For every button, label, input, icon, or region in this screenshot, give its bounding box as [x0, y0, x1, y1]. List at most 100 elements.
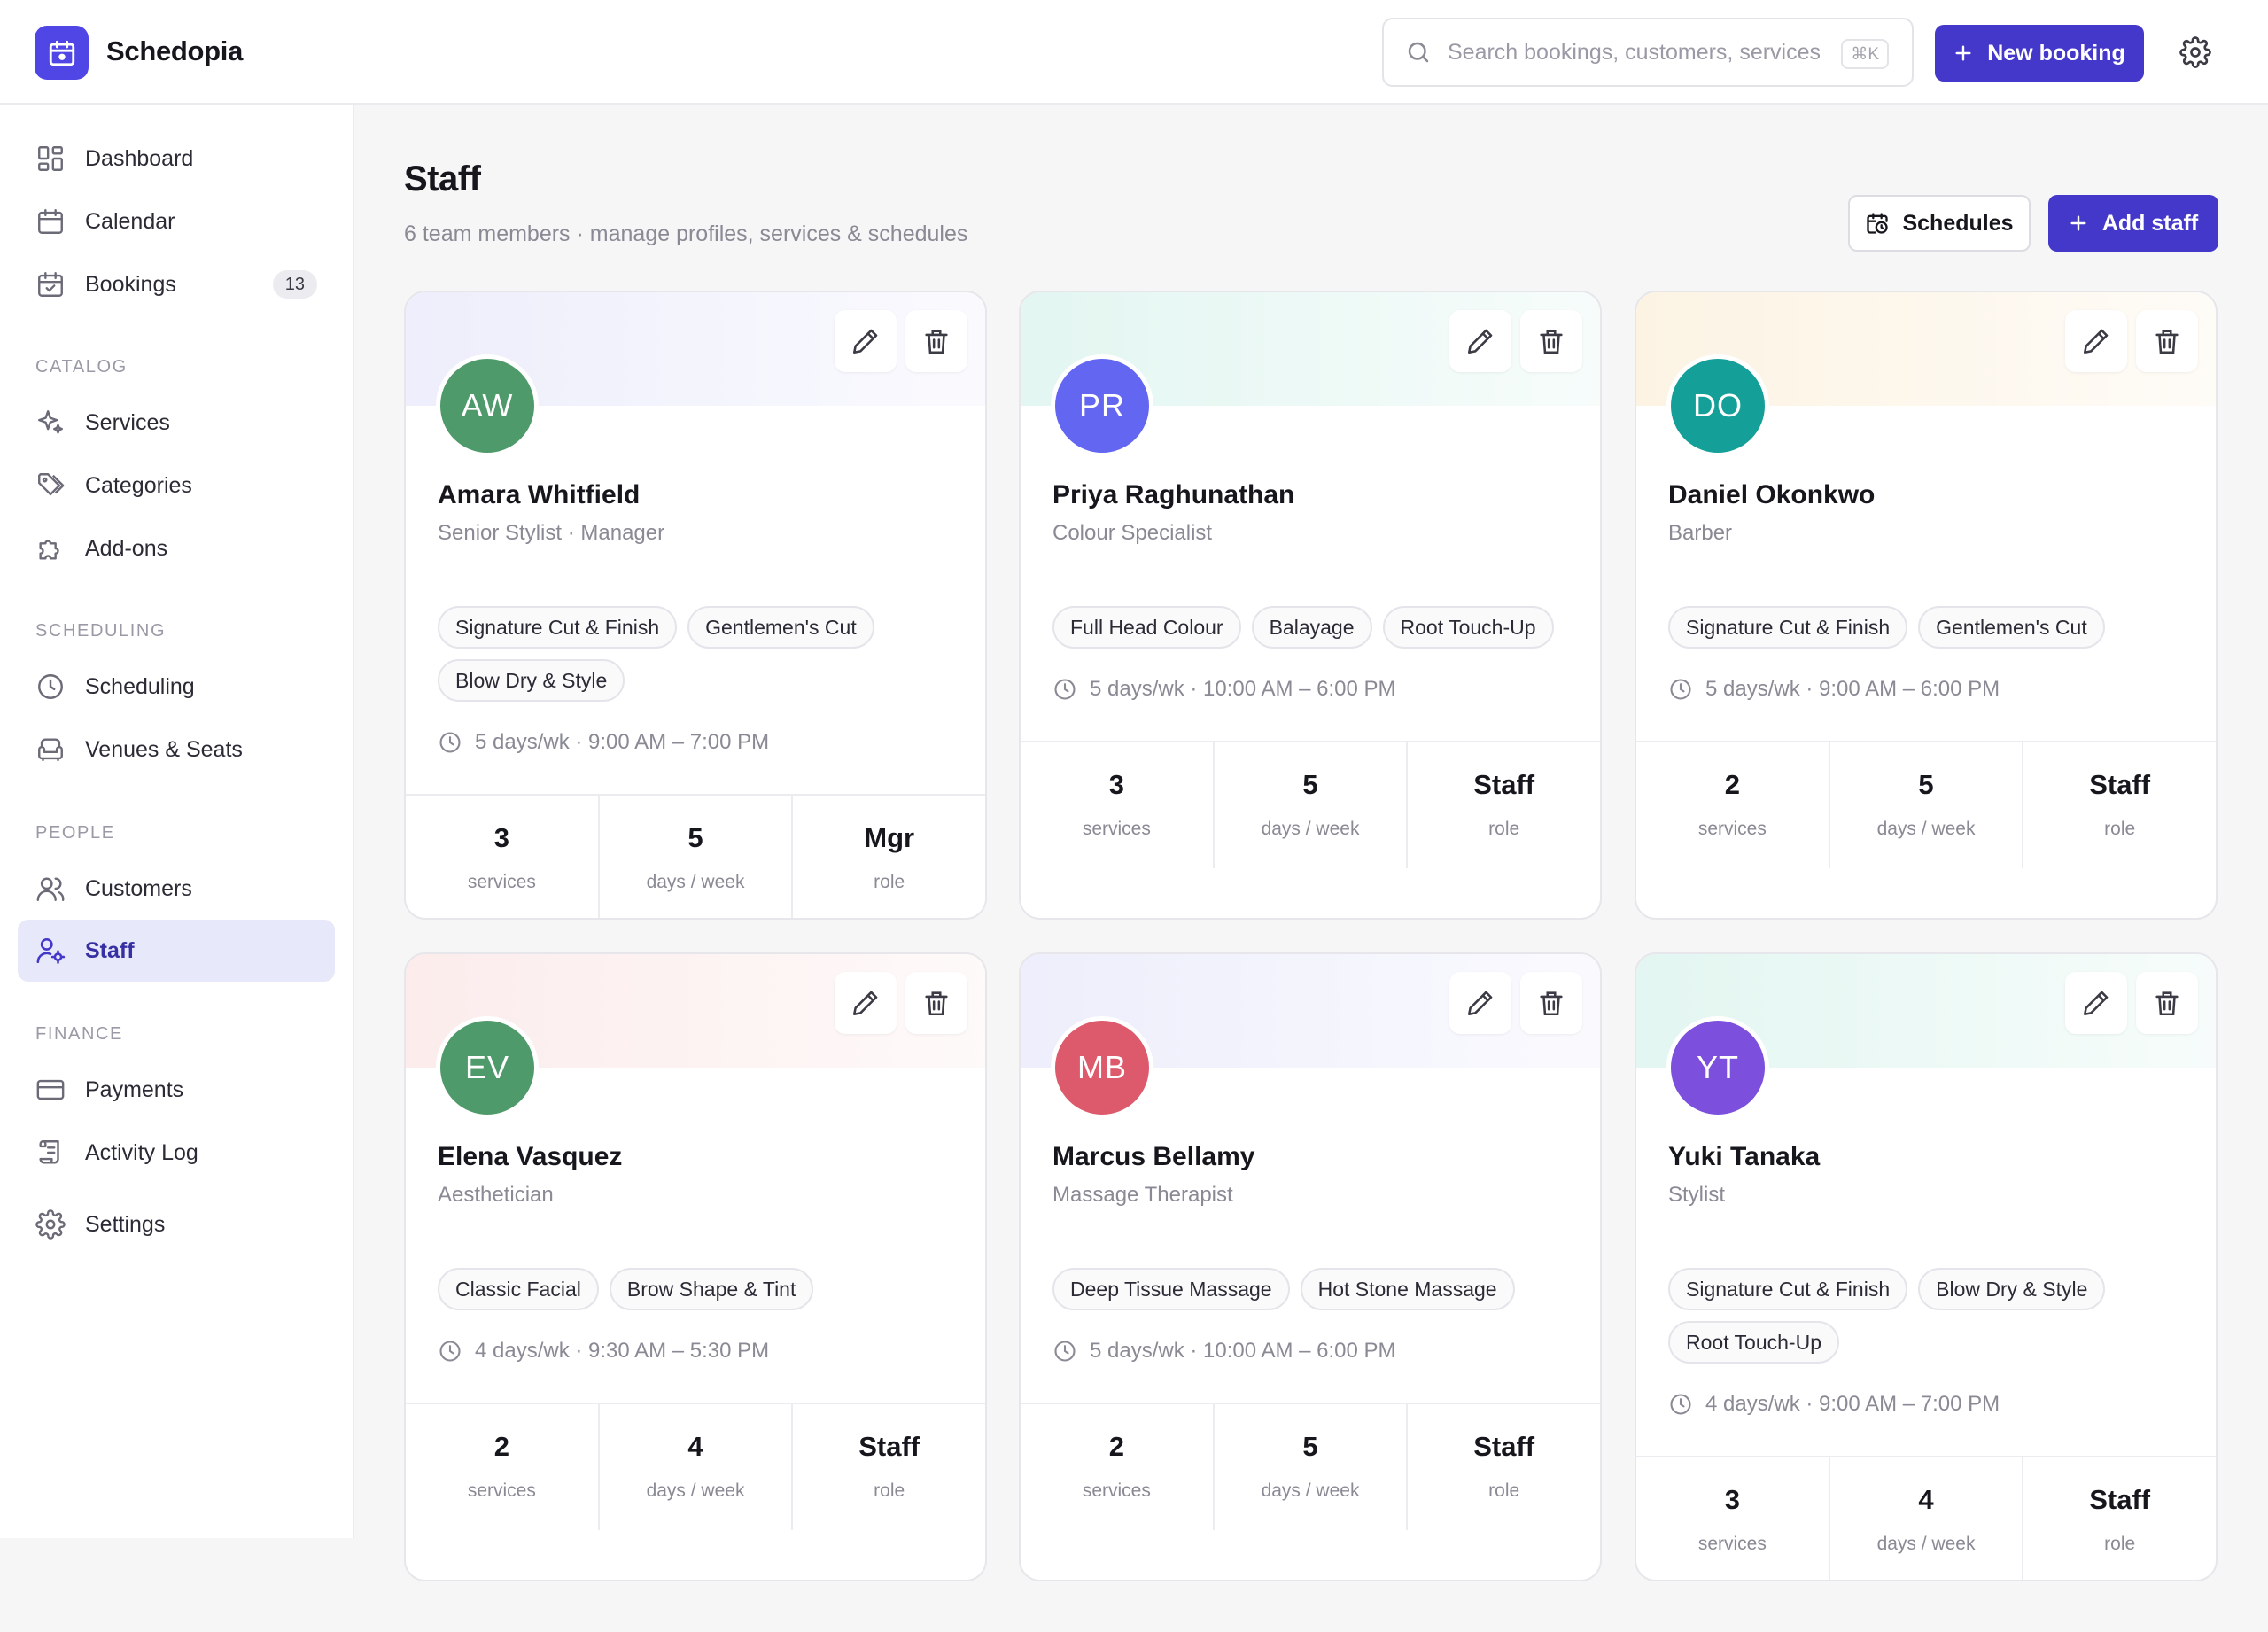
avatar: AW	[436, 354, 539, 457]
stat-label: days / week	[646, 1480, 745, 1501]
staff-card-daniel-okonkwo: DO Daniel Okonkwo Barber Signature Cut &…	[1635, 291, 2218, 920]
stat-days: 4 days / week	[1830, 1457, 2024, 1580]
stat-services: 2 services	[1021, 1404, 1215, 1530]
clock-icon	[438, 1339, 462, 1364]
sidebar-item-bookings[interactable]: Bookings 13	[18, 253, 335, 315]
sidebar-item-venues-seats[interactable]: Venues & Seats	[18, 719, 335, 781]
sidebar-item-activity-log[interactable]: Activity Log	[18, 1122, 335, 1184]
staff-stats: 2 services 5 days / week Staff role	[1636, 741, 2216, 868]
edit-button[interactable]	[1449, 972, 1511, 1034]
sidebar-item-label: Scheduling	[85, 673, 195, 699]
sidebar-item-payments[interactable]: Payments	[18, 1059, 335, 1121]
stat-value: 2	[493, 1431, 509, 1462]
staff-name: Elena Vasquez	[438, 1142, 623, 1171]
service-tag: Signature Cut & Finish	[1668, 606, 1908, 649]
avatar: MB	[1051, 1016, 1153, 1119]
stat-label: role	[2104, 819, 2136, 839]
sidebar-item-label: Activity Log	[85, 1139, 198, 1165]
staff-stats: 3 services 5 days / week Staff role	[1021, 741, 1600, 868]
staff-card-elena-vasquez: EV Elena Vasquez Aesthetician Classic Fa…	[404, 952, 987, 1581]
settings-gear-icon[interactable]	[2179, 36, 2211, 68]
clock-icon	[1052, 1339, 1077, 1364]
trash-icon	[1536, 326, 1566, 356]
staff-name: Daniel Okonkwo	[1668, 480, 1876, 509]
stat-label: services	[467, 1480, 536, 1501]
sidebar-item-calendar[interactable]: Calendar	[18, 190, 335, 253]
delete-button[interactable]	[1520, 310, 1582, 372]
sidebar-item-add-ons[interactable]: Add-ons	[18, 517, 335, 579]
staff-stats: 2 services 5 days / week Staff role	[1021, 1403, 1600, 1530]
stat-role: Staff role	[793, 1404, 985, 1530]
new-booking-button[interactable]: New booking	[1935, 25, 2144, 82]
pencil-icon	[850, 988, 881, 1018]
hours-text: 4 days/wk · 9:30 AM – 5:30 PM	[475, 1339, 770, 1363]
stat-label: services	[467, 872, 536, 892]
search-input[interactable]: Search bookings, customers, services ⌘K	[1382, 18, 1914, 87]
add-staff-button[interactable]: Add staff	[2048, 195, 2218, 252]
pencil-icon	[2081, 326, 2111, 356]
service-tags: Full Head Colour Balayage Root Touch-Up	[1052, 606, 1584, 649]
stat-value: Staff	[1473, 769, 1535, 800]
stat-label: days / week	[1261, 819, 1360, 839]
staff-name: Yuki Tanaka	[1668, 1142, 1821, 1171]
sidebar-item-staff[interactable]: Staff	[18, 920, 335, 982]
sidebar-item-dashboard[interactable]: Dashboard	[18, 128, 335, 190]
app-logo-icon[interactable]	[35, 26, 89, 80]
service-tag: Hot Stone Massage	[1300, 1268, 1515, 1310]
edit-button[interactable]	[835, 972, 897, 1034]
edit-button[interactable]	[2065, 310, 2127, 372]
plus-icon	[1953, 43, 1973, 63]
staff-card-amara-whitfield: AW Amara Whitfield Senior Stylist · Mana…	[404, 291, 987, 920]
stat-value: Staff	[2089, 769, 2151, 800]
pencil-icon	[850, 326, 881, 356]
sidebar-item-customers[interactable]: Customers	[18, 858, 335, 920]
delete-button[interactable]	[2136, 972, 2198, 1034]
sidebar-item-label: Calendar	[85, 208, 175, 234]
stat-days: 5 days / week	[1215, 1404, 1409, 1530]
sidebar-item-scheduling[interactable]: Scheduling	[18, 656, 335, 718]
staff-role: Aesthetician	[438, 1183, 554, 1207]
service-tags: Signature Cut & Finish Gentlemen's Cut B…	[438, 606, 969, 702]
stat-services: 3 services	[406, 796, 600, 918]
edit-button[interactable]	[835, 310, 897, 372]
service-tag: Gentlemen's Cut	[1918, 606, 2105, 649]
delete-button[interactable]	[2136, 310, 2198, 372]
edit-button[interactable]	[1449, 310, 1511, 372]
hours-text: 5 days/wk · 10:00 AM – 6:00 PM	[1090, 677, 1396, 701]
service-tag: Classic Facial	[438, 1268, 599, 1310]
service-tag: Signature Cut & Finish	[1668, 1268, 1908, 1310]
stat-days: 5 days / week	[1215, 742, 1409, 868]
service-tag: Deep Tissue Massage	[1052, 1268, 1290, 1310]
users-icon	[35, 874, 66, 904]
calendar-clock-icon	[1865, 211, 1890, 236]
clock-icon	[1052, 677, 1077, 702]
delete-button[interactable]	[905, 972, 967, 1034]
working-hours: 5 days/wk · 10:00 AM – 6:00 PM	[1052, 677, 1396, 702]
sidebar-item-label: Staff	[85, 937, 135, 963]
stat-value: 3	[1724, 1484, 1740, 1515]
clock-icon	[438, 730, 462, 755]
service-tag: Full Head Colour	[1052, 606, 1241, 649]
stat-days: 4 days / week	[600, 1404, 794, 1530]
working-hours: 4 days/wk · 9:00 AM – 7:00 PM	[1668, 1392, 2000, 1417]
staff-name: Priya Raghunathan	[1052, 480, 1295, 509]
sparkle-icon	[35, 408, 66, 438]
hours-text: 5 days/wk · 9:00 AM – 6:00 PM	[1705, 677, 2000, 701]
sidebar-item-categories[interactable]: Categories	[18, 455, 335, 517]
top-bar: Schedopia Search bookings, customers, se…	[0, 0, 2268, 105]
staff-card-marcus-bellamy: MB Marcus Bellamy Massage Therapist Deep…	[1019, 952, 1602, 1581]
schedules-button[interactable]: Schedules	[1848, 195, 2031, 252]
delete-button[interactable]	[905, 310, 967, 372]
bookings-count-badge: 13	[272, 270, 317, 299]
sidebar-item-settings[interactable]: Settings	[18, 1193, 335, 1255]
avatar: EV	[436, 1016, 539, 1119]
stat-value: Staff	[1473, 1431, 1535, 1462]
delete-button[interactable]	[1520, 972, 1582, 1034]
avatar: YT	[1666, 1016, 1769, 1119]
sidebar-item-services[interactable]: Services	[18, 392, 335, 454]
trash-icon	[2152, 326, 2182, 356]
sidebar-item-label: Dashboard	[85, 145, 194, 171]
stat-role: Staff role	[1408, 1404, 1600, 1530]
sidebar-item-label: Venues & Seats	[85, 736, 243, 762]
edit-button[interactable]	[2065, 972, 2127, 1034]
